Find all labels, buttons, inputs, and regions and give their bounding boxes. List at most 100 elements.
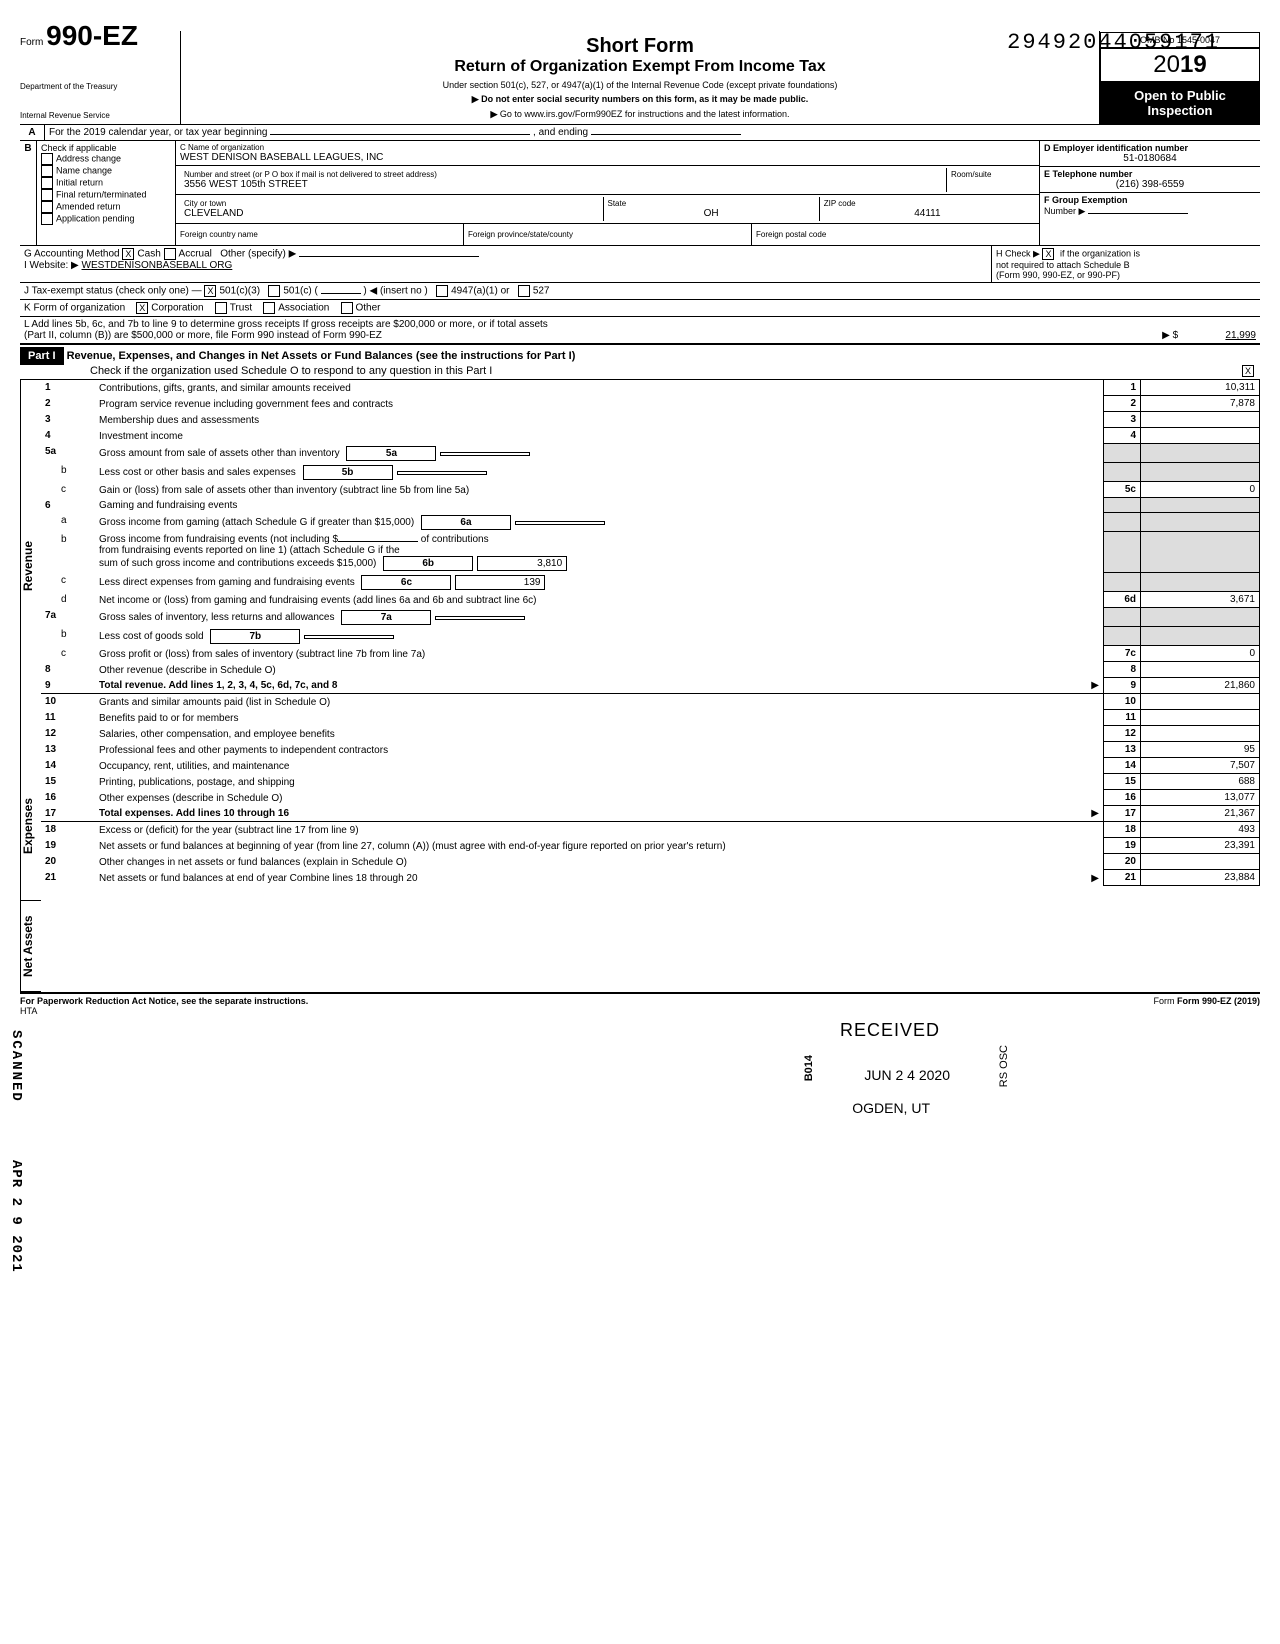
line16-text: Other expenses (describe in Schedule O) [95,790,1104,806]
line6a-iamt [515,521,605,525]
dept-irs: Internal Revenue Service [20,111,180,120]
cb-cash[interactable]: X [122,248,134,260]
line7b-iamt [304,635,394,639]
line6b-t3: sum of such gross income and contributio… [99,558,376,569]
title-sub: Return of Organization Exempt From Incom… [191,58,1089,76]
lbl-initial-return: Initial return [56,177,103,187]
cb-accrual[interactable] [164,248,176,260]
label-b: B [20,141,37,245]
title-main: Short Form [191,35,1089,58]
lbl-amended: Amended return [56,201,121,211]
line-h-3: not required to attach Schedule B [996,260,1130,270]
label-foreign-country: Foreign country name [176,224,464,245]
stamp-scan-date: APR 2 9 2021 [8,1160,24,1273]
cb-4947[interactable] [436,285,448,297]
label-j: J Tax-exempt status (check only one) — [24,286,202,297]
line6c-iamt: 139 [455,575,545,590]
line15-text: Printing, publications, postage, and shi… [95,774,1104,790]
cb-final-return[interactable] [41,189,53,201]
line13-text: Professional fees and other payments to … [95,742,1104,758]
lbl-corp: Corporation [151,303,203,314]
footer-right: Form 990-EZ (2019) [1177,996,1260,1006]
line8-amt [1141,662,1260,678]
label-g: G Accounting Method [24,249,120,260]
line5b-iamt [397,471,487,475]
form-number: 990-EZ [46,20,138,51]
part1-label: Part I [20,347,64,365]
line7c-amt: 0 [1141,646,1260,662]
line1-text: Contributions, gifts, grants, and simila… [95,380,1104,396]
line-a-text: For the 2019 calendar year, or tax year … [49,127,267,138]
line6a-text: Gross income from gaming (attach Schedul… [99,517,414,528]
lbl-cash: Cash [137,249,160,260]
cb-assoc[interactable] [263,302,275,314]
document-locator-number: 29492044059171 [1007,30,1220,55]
cb-address-change[interactable] [41,153,53,165]
line6-text: Gaming and fundraising events [95,498,1104,513]
cb-part1-schedo[interactable]: X [1242,365,1254,377]
line7b-ibox: 7b [210,629,300,644]
cb-other-org[interactable] [341,302,353,314]
line19-amt: 23,391 [1141,838,1260,854]
line15-amt: 688 [1141,774,1260,790]
year-prefix: 20 [1153,51,1180,78]
line-l-amount: 21,999 [1225,330,1256,341]
line-h-4: (Form 990, 990-EZ, or 990-PF) [996,270,1120,280]
cb-initial-return[interactable] [41,177,53,189]
line6b-t1b: of contributions [421,534,489,545]
line14-amt: 7,507 [1141,758,1260,774]
cb-527[interactable] [518,285,530,297]
footer-left: For Paperwork Reduction Act Notice, see … [20,996,308,1006]
line5c-amt: 0 [1141,482,1260,498]
label-city: City or town [184,199,599,208]
label-org-name: C Name of organization [180,143,1035,152]
line4-text: Investment income [95,428,1104,444]
line18-text: Excess or (deficit) for the year (subtra… [95,822,1104,838]
part1-title: Revenue, Expenses, and Changes in Net As… [67,350,576,362]
title-line1: Under section 501(c), 527, or 4947(a)(1)… [191,80,1089,90]
label-i: I Website: ▶ [24,260,79,271]
line20-amt [1141,854,1260,870]
line18-amt: 493 [1141,822,1260,838]
cb-501c3[interactable]: X [204,285,216,297]
cb-h[interactable]: X [1042,248,1054,260]
line16-amt: 13,077 [1141,790,1260,806]
label-a: A [20,125,45,140]
org-city: CLEVELAND [184,208,599,219]
lbl-accrual: Accrual [179,249,212,260]
label-room: Room/suite [947,168,1035,192]
cb-501c[interactable] [268,285,280,297]
cb-amended[interactable] [41,201,53,213]
side-expenses: Expenses [20,752,41,901]
line6c-text: Less direct expenses from gaming and fun… [99,577,355,588]
org-street: 3556 WEST 105th STREET [184,179,942,190]
cb-app-pending[interactable] [41,213,53,225]
line3-amt [1141,412,1260,428]
lbl-501c-b: ) ◀ (insert no ) [363,286,427,297]
stamp-ogden: OGDEN, UT [852,1100,930,1116]
lbl-trust: Trust [230,303,252,314]
line6a-ibox: 6a [421,515,511,530]
label-street: Number and street (or P O box if mail is… [184,170,942,179]
title-line3: Go to www.irs.gov/Form990EZ for instruct… [500,109,790,119]
stamp-rs-osc: RS OSC [998,1045,1010,1087]
label-phone: E Telephone number [1044,169,1256,179]
form-prefix: Form [20,37,43,48]
lines-table: 1Contributions, gifts, grants, and simil… [41,380,1260,886]
label-zip: ZIP code [824,199,1031,208]
line17-text: Total expenses. Add lines 10 through 16 [99,808,289,819]
line6b-iamt: 3,810 [477,556,567,571]
open-to-public: Open to Public Inspection [1100,82,1260,124]
line5c-text: Gain or (loss) from sale of assets other… [95,482,1104,498]
stamp-b014: B014 [803,1055,815,1081]
footer-hta: HTA [20,1006,37,1016]
side-revenue: Revenue [20,380,41,752]
line7a-iamt [435,616,525,620]
line6b-t2: from fundraising events reported on line… [99,545,400,556]
cb-name-change[interactable] [41,165,53,177]
line4-amt [1141,428,1260,444]
cb-trust[interactable] [215,302,227,314]
cb-corp[interactable]: X [136,302,148,314]
line2-text: Program service revenue including govern… [95,396,1104,412]
line-h-1: H Check ▶ [996,248,1040,258]
